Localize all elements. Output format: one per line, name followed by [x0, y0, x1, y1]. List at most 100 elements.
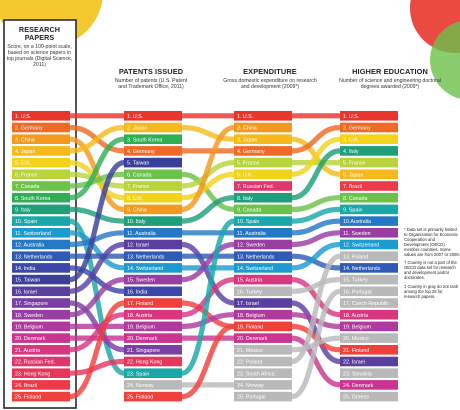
rank-label: 3. South Korea: [127, 137, 162, 143]
rank-label: 19. Belgium: [343, 325, 372, 331]
ribbon-switzerland: [69, 230, 125, 271]
rank-label: 22. Russian Fed.: [15, 360, 55, 366]
rank-box: [12, 380, 70, 390]
rank-box: [234, 204, 292, 215]
ribbon-austria: [69, 312, 125, 353]
rank-box: [234, 169, 292, 180]
rank-label: 3. U.K.: [343, 137, 359, 143]
rank-label: 7. Russian Fed.: [237, 184, 274, 190]
ribbon-israel: [181, 241, 235, 306]
rank-box: [124, 356, 182, 367]
rank-box: [234, 274, 292, 285]
rank-column-1: 1. U.S. 2. Japan 3. South Korea 4. Germany 5…: [124, 111, 182, 402]
rank-box: [234, 122, 292, 133]
rank-box: [12, 239, 70, 250]
rank-box: [340, 134, 398, 144]
rank-label: 23. Slovakia: [343, 371, 372, 377]
rank-label: 6. Japan: [343, 172, 363, 178]
rank-label: 11. Switzerland: [15, 231, 51, 237]
rank-box: [234, 251, 292, 261]
rank-box: [12, 298, 70, 308]
rank-box: [124, 286, 182, 297]
rank-box: [12, 391, 70, 402]
rank-box: [12, 368, 70, 378]
rank-column-3: 1. U.S. 2. Germany 3. U.K. 4. Italy 5. Franc…: [340, 111, 398, 402]
rank-label: 25. Greece: [343, 395, 369, 401]
ribbon-poland: [291, 253, 341, 365]
rank-box: [124, 192, 182, 203]
rank-label: 20. Denmark: [237, 336, 268, 342]
rank-label: 18. Austria: [343, 313, 368, 319]
ribbon-finland: [181, 323, 235, 400]
rank-label: 23. Spain: [127, 371, 149, 377]
rank-box: [340, 368, 398, 378]
rank-label: 11. Australia: [237, 231, 266, 237]
rank-label: 19. Belgium: [15, 325, 44, 331]
rank-box: [234, 181, 292, 191]
rank-label: 3. Japan: [237, 137, 257, 143]
rank-label: 25. Portugal: [237, 395, 266, 401]
rank-box: [124, 239, 182, 250]
rank-label: 12. Switzerland: [343, 243, 379, 249]
rank-box: [124, 181, 182, 191]
rank-label: 7. Brazil: [343, 184, 362, 190]
ribbon-u-k-: [181, 171, 235, 201]
rank-box: [234, 239, 292, 250]
rank-label: 17. Czech Republic: [343, 301, 389, 307]
rank-box: [340, 391, 398, 402]
ribbon-belgium: [181, 312, 235, 329]
rank-label: 14. India: [15, 266, 35, 272]
rank-label: 16. India: [127, 289, 147, 295]
rank-box: [340, 146, 398, 156]
ribbon-canada: [291, 195, 341, 212]
ribbon-india: [69, 265, 125, 294]
rank-label: 7. France: [127, 184, 149, 190]
rank-box: [12, 181, 70, 191]
column-title: HIGHER EDUCATION: [352, 67, 428, 76]
rank-label: 18. Austria: [127, 313, 152, 319]
ribbon-japan: [69, 124, 125, 154]
rank-box: [124, 263, 182, 273]
rank-label: 25. Finland: [127, 395, 153, 401]
rank-box: [234, 228, 292, 238]
rank-box: [12, 333, 70, 343]
rank-box: [124, 134, 182, 144]
rank-label: 6. France: [15, 172, 37, 178]
decor-circle: [430, 21, 460, 99]
rank-label: 23. South Africa: [237, 371, 274, 377]
rank-label: 8. Canada: [343, 196, 367, 202]
rank-box: [234, 157, 292, 168]
rank-label: 11. Australia: [127, 231, 156, 237]
ribbon-australia: [291, 218, 341, 236]
rank-label: 24. Brazil: [15, 383, 37, 389]
ribbon-netherlands: [291, 253, 341, 271]
rank-box: [340, 228, 398, 238]
rank-box: [340, 274, 398, 285]
column-subtitle: Gross domestic expenditure on research a…: [223, 78, 317, 91]
rank-label: 9. China: [127, 208, 147, 214]
rank-label: 17. Israel: [237, 301, 259, 307]
footnote-gray: ‡ Country in gray do not rank among the …: [404, 284, 459, 299]
rank-label: 11. Sweden: [343, 231, 371, 237]
rank-box: [340, 298, 398, 308]
rank-box: [340, 263, 398, 273]
rank-box: [340, 122, 398, 133]
rank-label: 4. Germany: [127, 149, 155, 155]
rank-box: [12, 192, 70, 203]
rank-box: [234, 216, 292, 226]
rank-label: 8. South Korea: [15, 196, 50, 202]
column-title: RESEARCH PAPERS: [18, 25, 61, 42]
rank-box: [234, 321, 292, 332]
rank-box: [124, 228, 182, 238]
rank-box: [340, 111, 398, 121]
rank-label: 5. U.K.: [15, 161, 31, 167]
rank-label: 12. Israel: [127, 243, 149, 249]
ribbon-u-k-: [291, 136, 341, 177]
rank-box: [340, 345, 398, 355]
rank-box: [124, 146, 182, 156]
rank-label: 19. Finland: [237, 325, 263, 331]
ribbon-spain: [291, 206, 341, 224]
rank-box: [124, 169, 182, 180]
rank-box: [12, 274, 70, 285]
header-patents-issued: PATENTS ISSUED Number of patents (U.S. P…: [112, 67, 190, 90]
